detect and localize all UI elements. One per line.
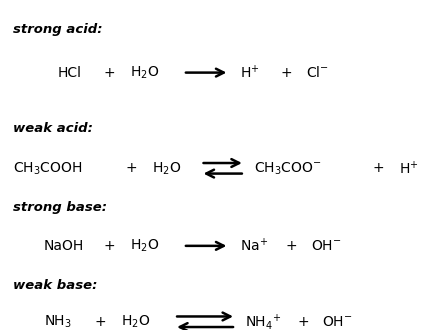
Text: +: + xyxy=(373,161,384,175)
Text: Cl$^{-}$: Cl$^{-}$ xyxy=(306,65,329,80)
Text: NH$_{4}$$^{+}$: NH$_{4}$$^{+}$ xyxy=(245,312,281,330)
Text: H$_{2}$O: H$_{2}$O xyxy=(152,160,181,177)
Text: CH$_{3}$COO$^{-}$: CH$_{3}$COO$^{-}$ xyxy=(254,160,321,177)
Text: H$_{2}$O: H$_{2}$O xyxy=(121,314,150,330)
Text: +: + xyxy=(104,66,115,80)
Text: weak acid:: weak acid: xyxy=(13,122,93,135)
Text: H$^{+}$: H$^{+}$ xyxy=(399,160,419,177)
Text: H$_{2}$O: H$_{2}$O xyxy=(130,238,159,254)
Text: Na$^{+}$: Na$^{+}$ xyxy=(240,237,269,254)
Text: strong base:: strong base: xyxy=(13,201,107,214)
Text: OH$^{-}$: OH$^{-}$ xyxy=(322,315,352,329)
Text: +: + xyxy=(298,315,309,329)
Text: CH$_{3}$COOH: CH$_{3}$COOH xyxy=(13,160,82,177)
Text: +: + xyxy=(280,66,292,80)
Text: +: + xyxy=(104,239,115,253)
Text: +: + xyxy=(126,161,137,175)
Text: OH$^{-}$: OH$^{-}$ xyxy=(311,239,341,253)
Text: NH$_{3}$: NH$_{3}$ xyxy=(44,314,72,330)
Text: H$^{+}$: H$^{+}$ xyxy=(240,64,260,81)
Text: NaOH: NaOH xyxy=(44,239,84,253)
Text: H$_{2}$O: H$_{2}$O xyxy=(130,64,159,81)
Text: +: + xyxy=(95,315,106,329)
Text: weak base:: weak base: xyxy=(13,279,97,292)
Text: HCl: HCl xyxy=(57,66,81,80)
Text: +: + xyxy=(286,239,297,253)
Text: strong acid:: strong acid: xyxy=(13,23,103,36)
